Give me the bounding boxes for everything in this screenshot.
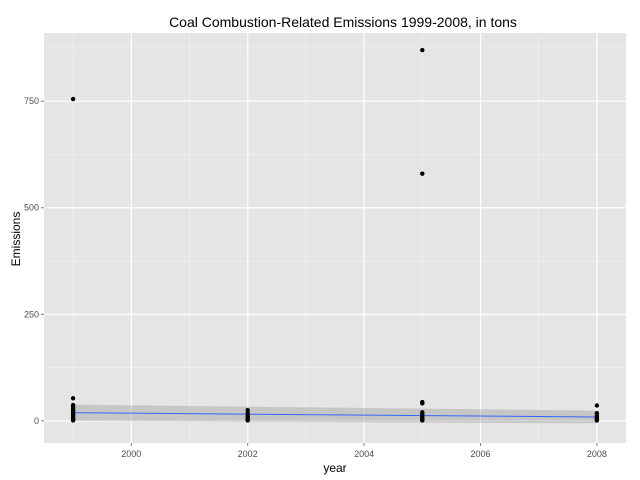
y-tick-label: 250 — [24, 309, 39, 319]
chart-title: Coal Combustion-Related Emissions 1999-2… — [169, 14, 517, 30]
y-tick-label: 750 — [24, 96, 39, 106]
y-axis-ticks: 0 250 500 750 — [24, 96, 44, 426]
data-point — [70, 396, 76, 401]
data-point — [594, 418, 600, 423]
major-gridlines — [44, 33, 626, 443]
x-tick-label: 2000 — [121, 449, 141, 459]
x-tick-label: 2008 — [587, 449, 607, 459]
x-axis-title: year — [323, 461, 346, 475]
points-layer — [70, 47, 600, 423]
data-point — [420, 47, 425, 53]
x-tick-label: 2004 — [354, 449, 374, 459]
smooth-line — [73, 412, 597, 418]
data-point — [420, 401, 425, 406]
confidence-band — [73, 404, 597, 424]
confidence-band-layer — [73, 404, 597, 424]
data-point — [420, 171, 425, 176]
y-axis-title: Emissions — [9, 212, 23, 267]
y-tick-label: 0 — [34, 416, 39, 426]
data-point — [245, 418, 250, 423]
y-tick-label: 500 — [24, 203, 39, 213]
data-point — [70, 418, 76, 423]
smooth-line-layer — [73, 412, 597, 418]
x-tick-label: 2002 — [238, 449, 258, 459]
data-point — [70, 96, 76, 102]
x-tick-label: 2006 — [470, 449, 490, 459]
data-point — [594, 403, 600, 408]
x-axis-ticks: 2000 2002 2004 2006 2008 — [121, 443, 607, 459]
data-point — [420, 418, 425, 423]
